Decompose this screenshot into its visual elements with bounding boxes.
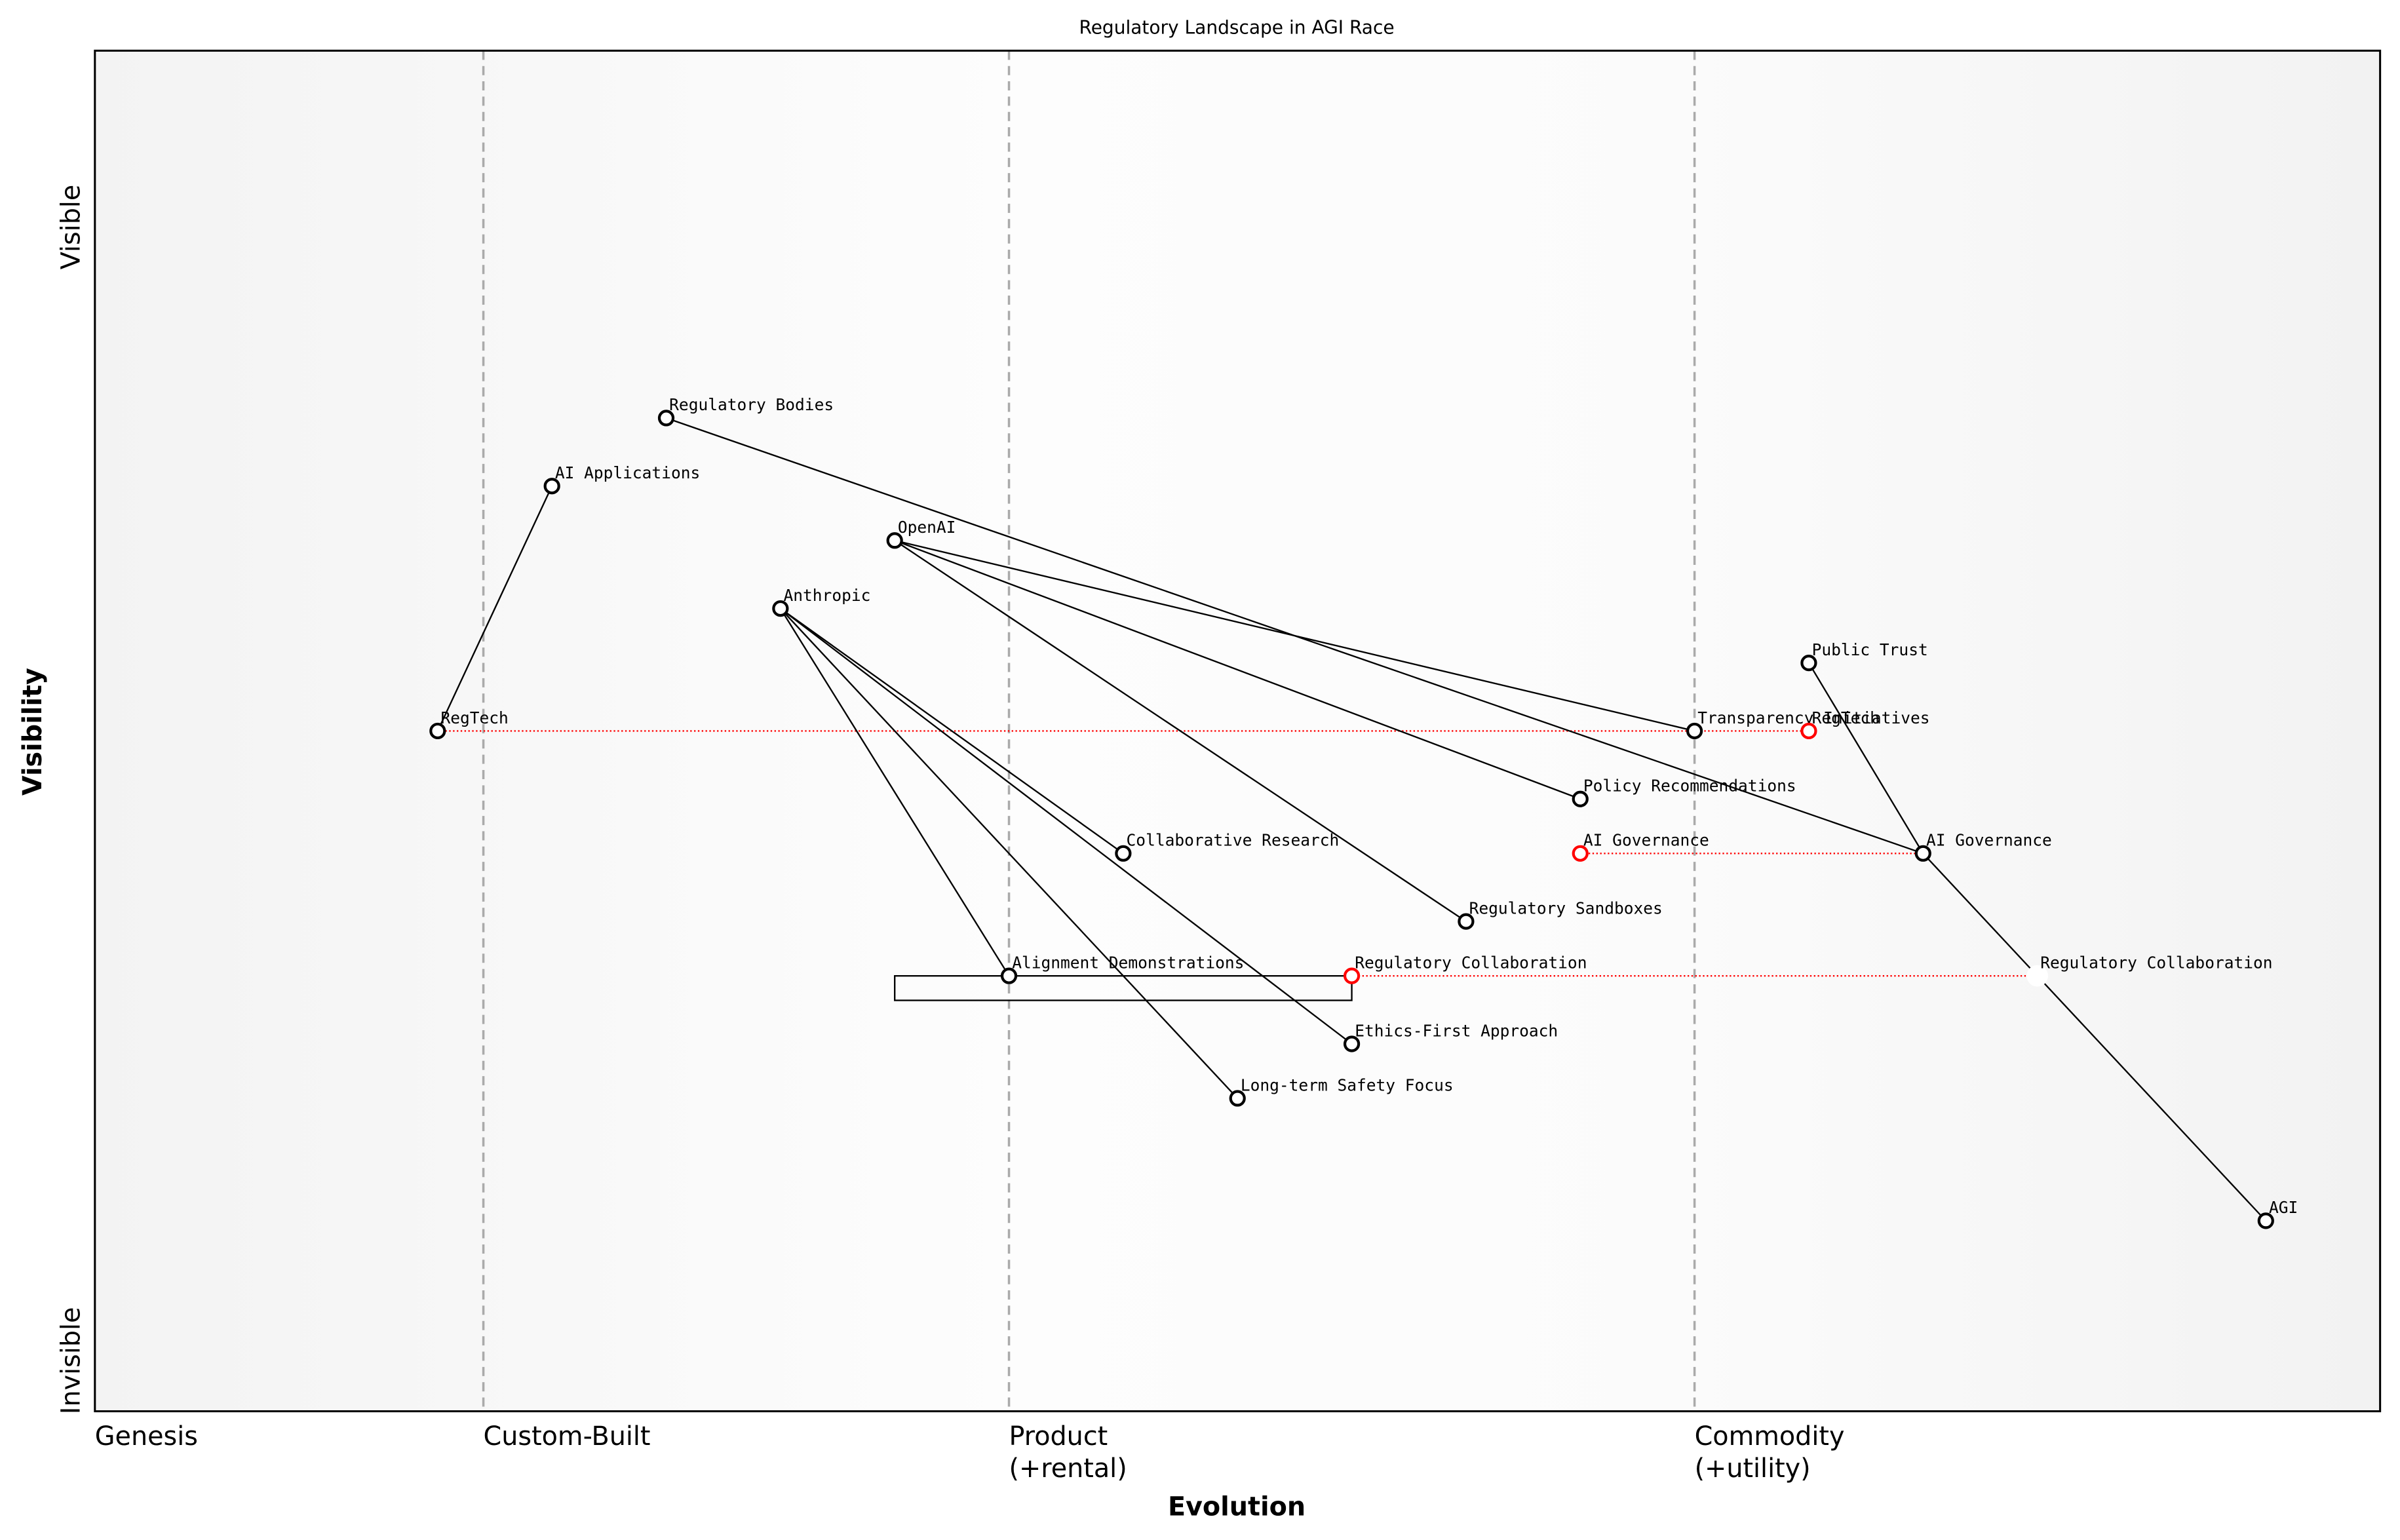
component-node	[1914, 845, 1931, 862]
component-label: RegTech	[440, 708, 508, 727]
component-label: Ethics-First Approach	[1355, 1021, 1558, 1040]
component-label: Policy Recommendations	[1583, 777, 1796, 796]
link	[894, 539, 1695, 732]
x-tick-label: Custom-Built	[484, 1421, 651, 1452]
component-label: AI Governance	[1583, 831, 1709, 850]
component-node	[1343, 967, 1361, 984]
component-label: AI Governance	[1926, 831, 2052, 850]
component-node	[1572, 790, 1589, 807]
component-node	[2257, 1212, 2274, 1229]
component-label: Regulatory Sandboxes	[1469, 898, 1663, 917]
link	[1922, 853, 2267, 1222]
component-label: AI Applications	[555, 463, 700, 482]
component-label: RegTech	[1812, 708, 1880, 727]
component-node	[1229, 1090, 1246, 1107]
x-tick-label: Genesis	[95, 1421, 198, 1452]
component-node	[1800, 655, 1817, 672]
component-label: AGI	[2269, 1198, 2298, 1217]
x-axis-title: Evolution	[1168, 1492, 1306, 1522]
component-node	[1458, 913, 1475, 930]
component-node	[1115, 845, 1132, 862]
component-node	[1572, 845, 1589, 862]
component-label: Regulatory Collaboration	[2040, 953, 2272, 972]
component-label: Transparency Initiatives	[1697, 708, 1929, 727]
link	[894, 539, 1467, 923]
component-label: Collaborative Research	[1127, 831, 1340, 850]
link	[779, 607, 1239, 1099]
component-label: OpenAI	[898, 518, 956, 537]
component-node	[886, 532, 903, 549]
component-label: Regulatory Collaboration	[1355, 953, 1587, 972]
link	[1808, 663, 1924, 854]
component-label: Public Trust	[1812, 640, 1928, 659]
link	[780, 607, 1124, 855]
link	[894, 539, 1581, 800]
x-tick-label: Commodity (+utility)	[1695, 1421, 1845, 1484]
x-tick-label: Product (+rental)	[1009, 1421, 1127, 1484]
link	[436, 486, 553, 731]
link	[780, 607, 1353, 1045]
y-high-label: Visible	[56, 185, 86, 270]
component-node	[1343, 1035, 1361, 1052]
pipeline	[894, 974, 1353, 1001]
component-node	[2026, 965, 2048, 987]
component-node	[543, 478, 560, 495]
component-node	[1800, 722, 1817, 740]
chart-title: Regulatory Landscape in AGI Race	[1079, 17, 1394, 39]
component-node	[1686, 722, 1703, 740]
y-axis-title: Visibility	[18, 668, 48, 796]
component-node	[1000, 967, 1018, 984]
component-label: Long-term Safety Focus	[1241, 1075, 1454, 1094]
component-label: Anthropic	[784, 586, 871, 605]
plot-frame	[94, 49, 2382, 1413]
link	[779, 607, 1010, 976]
component-node	[772, 600, 789, 617]
component-node	[657, 410, 675, 427]
component-label: Regulatory Bodies	[669, 395, 834, 414]
component-label: Alignment Demonstrations	[1012, 953, 1244, 972]
component-node	[429, 722, 446, 740]
y-low-label: Invisible	[56, 1307, 86, 1415]
